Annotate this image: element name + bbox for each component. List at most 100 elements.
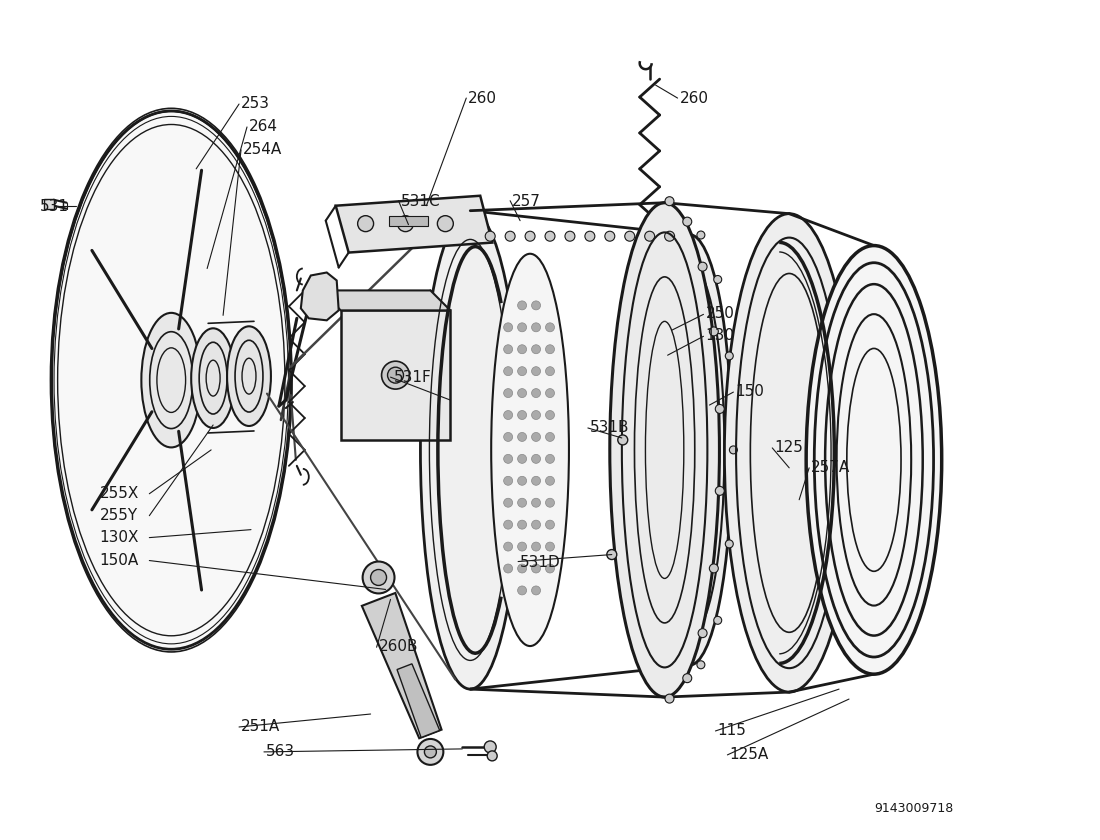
Circle shape bbox=[683, 218, 692, 226]
Circle shape bbox=[729, 446, 737, 454]
Circle shape bbox=[725, 352, 734, 360]
Circle shape bbox=[546, 542, 554, 551]
Circle shape bbox=[531, 367, 540, 375]
Ellipse shape bbox=[52, 111, 290, 649]
Circle shape bbox=[387, 367, 404, 383]
Text: 260B: 260B bbox=[378, 639, 418, 654]
Circle shape bbox=[525, 231, 535, 241]
Text: 130X: 130X bbox=[99, 530, 139, 544]
Circle shape bbox=[546, 389, 554, 397]
Circle shape bbox=[518, 564, 527, 573]
Circle shape bbox=[504, 564, 513, 573]
Polygon shape bbox=[300, 272, 339, 320]
Circle shape bbox=[358, 216, 374, 232]
Circle shape bbox=[504, 433, 513, 442]
Circle shape bbox=[698, 262, 707, 271]
Circle shape bbox=[504, 367, 513, 375]
Circle shape bbox=[546, 323, 554, 332]
Bar bbox=[388, 216, 428, 226]
Circle shape bbox=[531, 476, 540, 486]
Circle shape bbox=[518, 586, 527, 595]
Circle shape bbox=[725, 540, 734, 548]
Circle shape bbox=[531, 433, 540, 442]
Circle shape bbox=[531, 301, 540, 310]
Circle shape bbox=[585, 231, 595, 241]
Text: 531B: 531B bbox=[590, 420, 629, 435]
Circle shape bbox=[518, 542, 527, 551]
Text: 125A: 125A bbox=[729, 747, 769, 762]
Circle shape bbox=[531, 389, 540, 397]
Circle shape bbox=[397, 216, 414, 232]
Circle shape bbox=[546, 411, 554, 419]
Circle shape bbox=[531, 454, 540, 464]
Ellipse shape bbox=[227, 326, 271, 426]
Circle shape bbox=[504, 344, 513, 354]
Circle shape bbox=[504, 411, 513, 419]
Circle shape bbox=[531, 542, 540, 551]
Circle shape bbox=[565, 231, 575, 241]
Circle shape bbox=[645, 231, 654, 241]
Text: 253: 253 bbox=[241, 96, 270, 111]
Circle shape bbox=[546, 344, 554, 354]
Circle shape bbox=[698, 628, 707, 638]
Bar bbox=[44, 199, 54, 208]
Circle shape bbox=[518, 433, 527, 442]
Ellipse shape bbox=[647, 234, 732, 665]
Polygon shape bbox=[321, 291, 450, 310]
Circle shape bbox=[544, 231, 556, 241]
Circle shape bbox=[518, 411, 527, 419]
Circle shape bbox=[504, 476, 513, 486]
Text: 251A: 251A bbox=[241, 719, 280, 734]
Ellipse shape bbox=[609, 202, 719, 697]
Ellipse shape bbox=[725, 213, 854, 692]
Ellipse shape bbox=[142, 312, 201, 448]
Circle shape bbox=[518, 323, 527, 332]
Circle shape bbox=[683, 674, 692, 683]
Circle shape bbox=[546, 454, 554, 464]
Circle shape bbox=[666, 197, 674, 206]
Circle shape bbox=[518, 498, 527, 507]
Circle shape bbox=[546, 433, 554, 442]
Ellipse shape bbox=[492, 254, 569, 646]
Polygon shape bbox=[362, 593, 441, 738]
Polygon shape bbox=[397, 664, 440, 738]
Text: 125: 125 bbox=[774, 440, 803, 455]
Circle shape bbox=[625, 231, 635, 241]
Circle shape bbox=[438, 216, 453, 232]
Text: 150A: 150A bbox=[99, 553, 139, 568]
Circle shape bbox=[504, 542, 513, 551]
Circle shape bbox=[546, 564, 554, 573]
Polygon shape bbox=[341, 310, 450, 440]
Text: 250: 250 bbox=[705, 307, 735, 322]
Circle shape bbox=[531, 344, 540, 354]
Circle shape bbox=[505, 231, 515, 241]
Circle shape bbox=[607, 549, 617, 559]
Text: 260: 260 bbox=[680, 91, 708, 106]
Circle shape bbox=[504, 498, 513, 507]
Circle shape bbox=[518, 367, 527, 375]
Text: 531F: 531F bbox=[394, 370, 431, 386]
Circle shape bbox=[518, 389, 527, 397]
Circle shape bbox=[531, 323, 540, 332]
Circle shape bbox=[417, 739, 443, 765]
Circle shape bbox=[363, 561, 395, 593]
Text: 255Y: 255Y bbox=[99, 507, 138, 522]
Circle shape bbox=[504, 520, 513, 529]
Text: 115: 115 bbox=[717, 723, 746, 738]
Circle shape bbox=[546, 476, 554, 486]
Circle shape bbox=[504, 389, 513, 397]
Circle shape bbox=[714, 617, 722, 624]
Circle shape bbox=[546, 498, 554, 507]
Circle shape bbox=[715, 486, 724, 496]
Circle shape bbox=[484, 741, 496, 753]
Circle shape bbox=[531, 498, 540, 507]
Circle shape bbox=[518, 454, 527, 464]
Circle shape bbox=[697, 661, 705, 669]
Circle shape bbox=[518, 344, 527, 354]
Circle shape bbox=[487, 751, 497, 761]
Circle shape bbox=[715, 404, 724, 413]
Text: 257A: 257A bbox=[811, 459, 850, 475]
Circle shape bbox=[710, 327, 718, 336]
Text: 531C: 531C bbox=[400, 194, 440, 209]
Circle shape bbox=[504, 323, 513, 332]
